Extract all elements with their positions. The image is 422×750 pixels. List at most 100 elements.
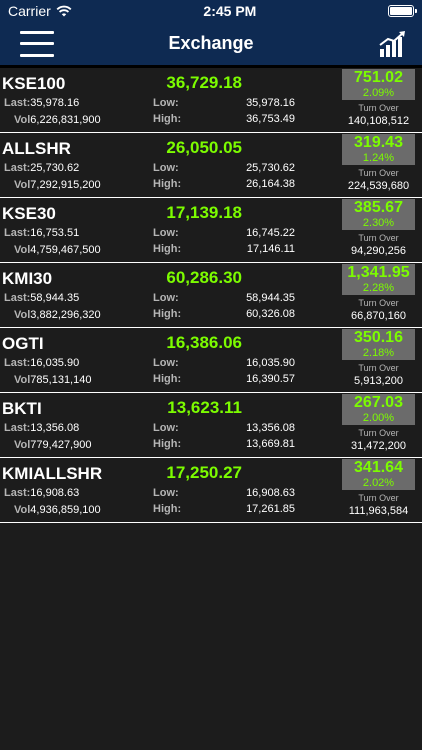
last-value: 13,356.08	[30, 422, 80, 434]
last-label: Last:	[4, 227, 31, 239]
current-price: 36,729.18	[166, 73, 242, 92]
index-change: 1,341.95 2.28% Turn Over 66,870,160	[335, 263, 422, 327]
last-line: Last: 25,730.62	[2, 160, 150, 177]
index-row[interactable]: KMI30 Last: 58,944.35 Vol 3,882,296,320 …	[0, 263, 422, 328]
index-row[interactable]: KSE30 Last: 16,753.51 Vol 4,759,467,500 …	[0, 198, 422, 263]
vol-value: 785,131,140	[30, 374, 92, 386]
index-symbol: BKTI	[2, 399, 42, 418]
battery-icon	[387, 5, 417, 17]
high-value: 16,390.57	[246, 373, 295, 385]
last-line: Last: 16,908.63	[2, 485, 150, 502]
last-value: 25,730.62	[30, 162, 80, 174]
high-label: High:	[153, 113, 182, 125]
index-change: 341.64 2.02% Turn Over 111,963,584	[335, 458, 422, 522]
turnover-value: 94,290,256	[350, 245, 407, 257]
index-info: KMIALLSHR Last: 16,908.63 Vol 4,936,859,…	[0, 458, 150, 522]
low-label: Low:	[153, 227, 179, 239]
current-price: 13,623.11	[167, 398, 242, 417]
high-value: 60,326.08	[246, 308, 295, 320]
vol-label: Vol	[14, 114, 31, 126]
turnover-label: Turn Over	[358, 233, 399, 243]
index-row[interactable]: BKTI Last: 13,356.08 Vol 779,427,900 13,…	[0, 393, 422, 458]
change-badge: 341.64 2.02%	[342, 459, 415, 490]
change-percent: 1.24%	[362, 152, 395, 164]
vol-value: 7,292,915,200	[30, 179, 101, 191]
carrier-label: Carrier	[8, 3, 51, 19]
change-value: 341.64	[354, 459, 403, 476]
hamburger-menu-icon[interactable]	[20, 30, 54, 57]
high-label: High:	[153, 243, 182, 255]
index-change: 751.02 2.09% Turn Over 140,108,512	[335, 68, 422, 132]
high-label: High:	[153, 308, 182, 320]
last-value: 35,978.16	[30, 97, 80, 109]
index-prices: 17,139.18 Low: 16,745.22 High: 17,146.11	[150, 198, 335, 262]
low-label: Low:	[153, 97, 179, 109]
index-prices: 13,623.11 Low: 13,356.08 High: 13,669.81	[150, 393, 335, 457]
low-value: 16,745.22	[246, 227, 295, 239]
vol-label: Vol	[14, 309, 31, 321]
turnover-label: Turn Over	[358, 298, 399, 308]
change-percent: 2.00%	[362, 412, 395, 424]
low-value: 16,908.63	[246, 487, 295, 499]
index-row[interactable]: KSE100 Last: 35,978.16 Vol 6,226,831,900…	[0, 68, 422, 133]
change-percent: 2.30%	[362, 217, 395, 229]
change-badge: 319.43 1.24%	[342, 134, 415, 165]
index-info: KSE30 Last: 16,753.51 Vol 4,759,467,500	[0, 198, 150, 262]
index-info: KSE100 Last: 35,978.16 Vol 6,226,831,900	[0, 68, 150, 132]
vol-label: Vol	[14, 179, 31, 191]
vol-line: Vol 6,226,831,900	[2, 112, 150, 129]
turnover-value: 5,913,200	[354, 375, 403, 387]
vol-value: 4,936,859,100	[30, 504, 101, 516]
high-value: 17,146.11	[246, 243, 295, 255]
change-badge: 751.02 2.09%	[342, 69, 415, 100]
turnover-label: Turn Over	[358, 493, 399, 503]
turnover-label: Turn Over	[358, 428, 399, 438]
index-row[interactable]: KMIALLSHR Last: 16,908.63 Vol 4,936,859,…	[0, 458, 422, 523]
last-label: Last:	[4, 162, 31, 174]
index-info: BKTI Last: 13,356.08 Vol 779,427,900	[0, 393, 150, 457]
index-prices: 60,286.30 Low: 58,944.35 High: 60,326.08	[150, 263, 335, 327]
vol-value: 4,759,467,500	[30, 244, 101, 256]
index-row[interactable]: OGTI Last: 16,035.90 Vol 785,131,140 16,…	[0, 328, 422, 393]
last-line: Last: 16,753.51	[2, 225, 150, 242]
index-change: 319.43 1.24% Turn Over 224,539,680	[335, 133, 422, 197]
change-badge: 385.67 2.30%	[342, 199, 415, 230]
turnover-value: 31,472,200	[350, 440, 407, 452]
last-line: Last: 13,356.08	[2, 420, 150, 437]
status-left: Carrier	[8, 3, 72, 19]
high-value: 13,669.81	[246, 438, 295, 450]
change-value: 267.03	[354, 394, 403, 411]
vol-label: Vol	[14, 504, 31, 516]
index-info: ALLSHR Last: 25,730.62 Vol 7,292,915,200	[0, 133, 150, 197]
high-value: 36,753.49	[246, 113, 295, 125]
last-line: Last: 35,978.16	[2, 95, 150, 112]
index-change: 385.67 2.30% Turn Over 94,290,256	[335, 198, 422, 262]
last-label: Last:	[4, 422, 31, 434]
vol-value: 6,226,831,900	[30, 114, 101, 126]
low-label: Low:	[153, 162, 179, 174]
vol-value: 779,427,900	[30, 439, 92, 451]
current-price: 26,050.05	[166, 138, 242, 157]
last-label: Last:	[4, 357, 31, 369]
last-label: Last:	[4, 97, 31, 109]
index-prices: 26,050.05 Low: 25,730.62 High: 26,164.38	[150, 133, 335, 197]
change-badge: 267.03 2.00%	[342, 394, 415, 425]
change-percent: 2.09%	[362, 87, 395, 99]
trending-chart-icon[interactable]	[378, 29, 408, 59]
index-row[interactable]: ALLSHR Last: 25,730.62 Vol 7,292,915,200…	[0, 133, 422, 198]
low-value: 25,730.62	[246, 162, 295, 174]
index-symbol: KSE100	[2, 74, 66, 93]
high-label: High:	[153, 178, 182, 190]
change-percent: 2.18%	[362, 347, 395, 359]
nav-bar: Exchange	[0, 22, 422, 66]
vol-label: Vol	[14, 374, 31, 386]
index-list: KSE100 Last: 35,978.16 Vol 6,226,831,900…	[0, 66, 422, 523]
change-value: 1,341.95	[347, 264, 410, 281]
change-value: 350.16	[354, 329, 403, 346]
high-label: High:	[153, 503, 182, 515]
index-prices: 16,386.06 Low: 16,035.90 High: 16,390.57	[150, 328, 335, 392]
turnover-label: Turn Over	[358, 103, 399, 113]
last-label: Last:	[4, 292, 31, 304]
turnover-value: 140,108,512	[347, 115, 410, 127]
change-value: 751.02	[354, 69, 403, 86]
